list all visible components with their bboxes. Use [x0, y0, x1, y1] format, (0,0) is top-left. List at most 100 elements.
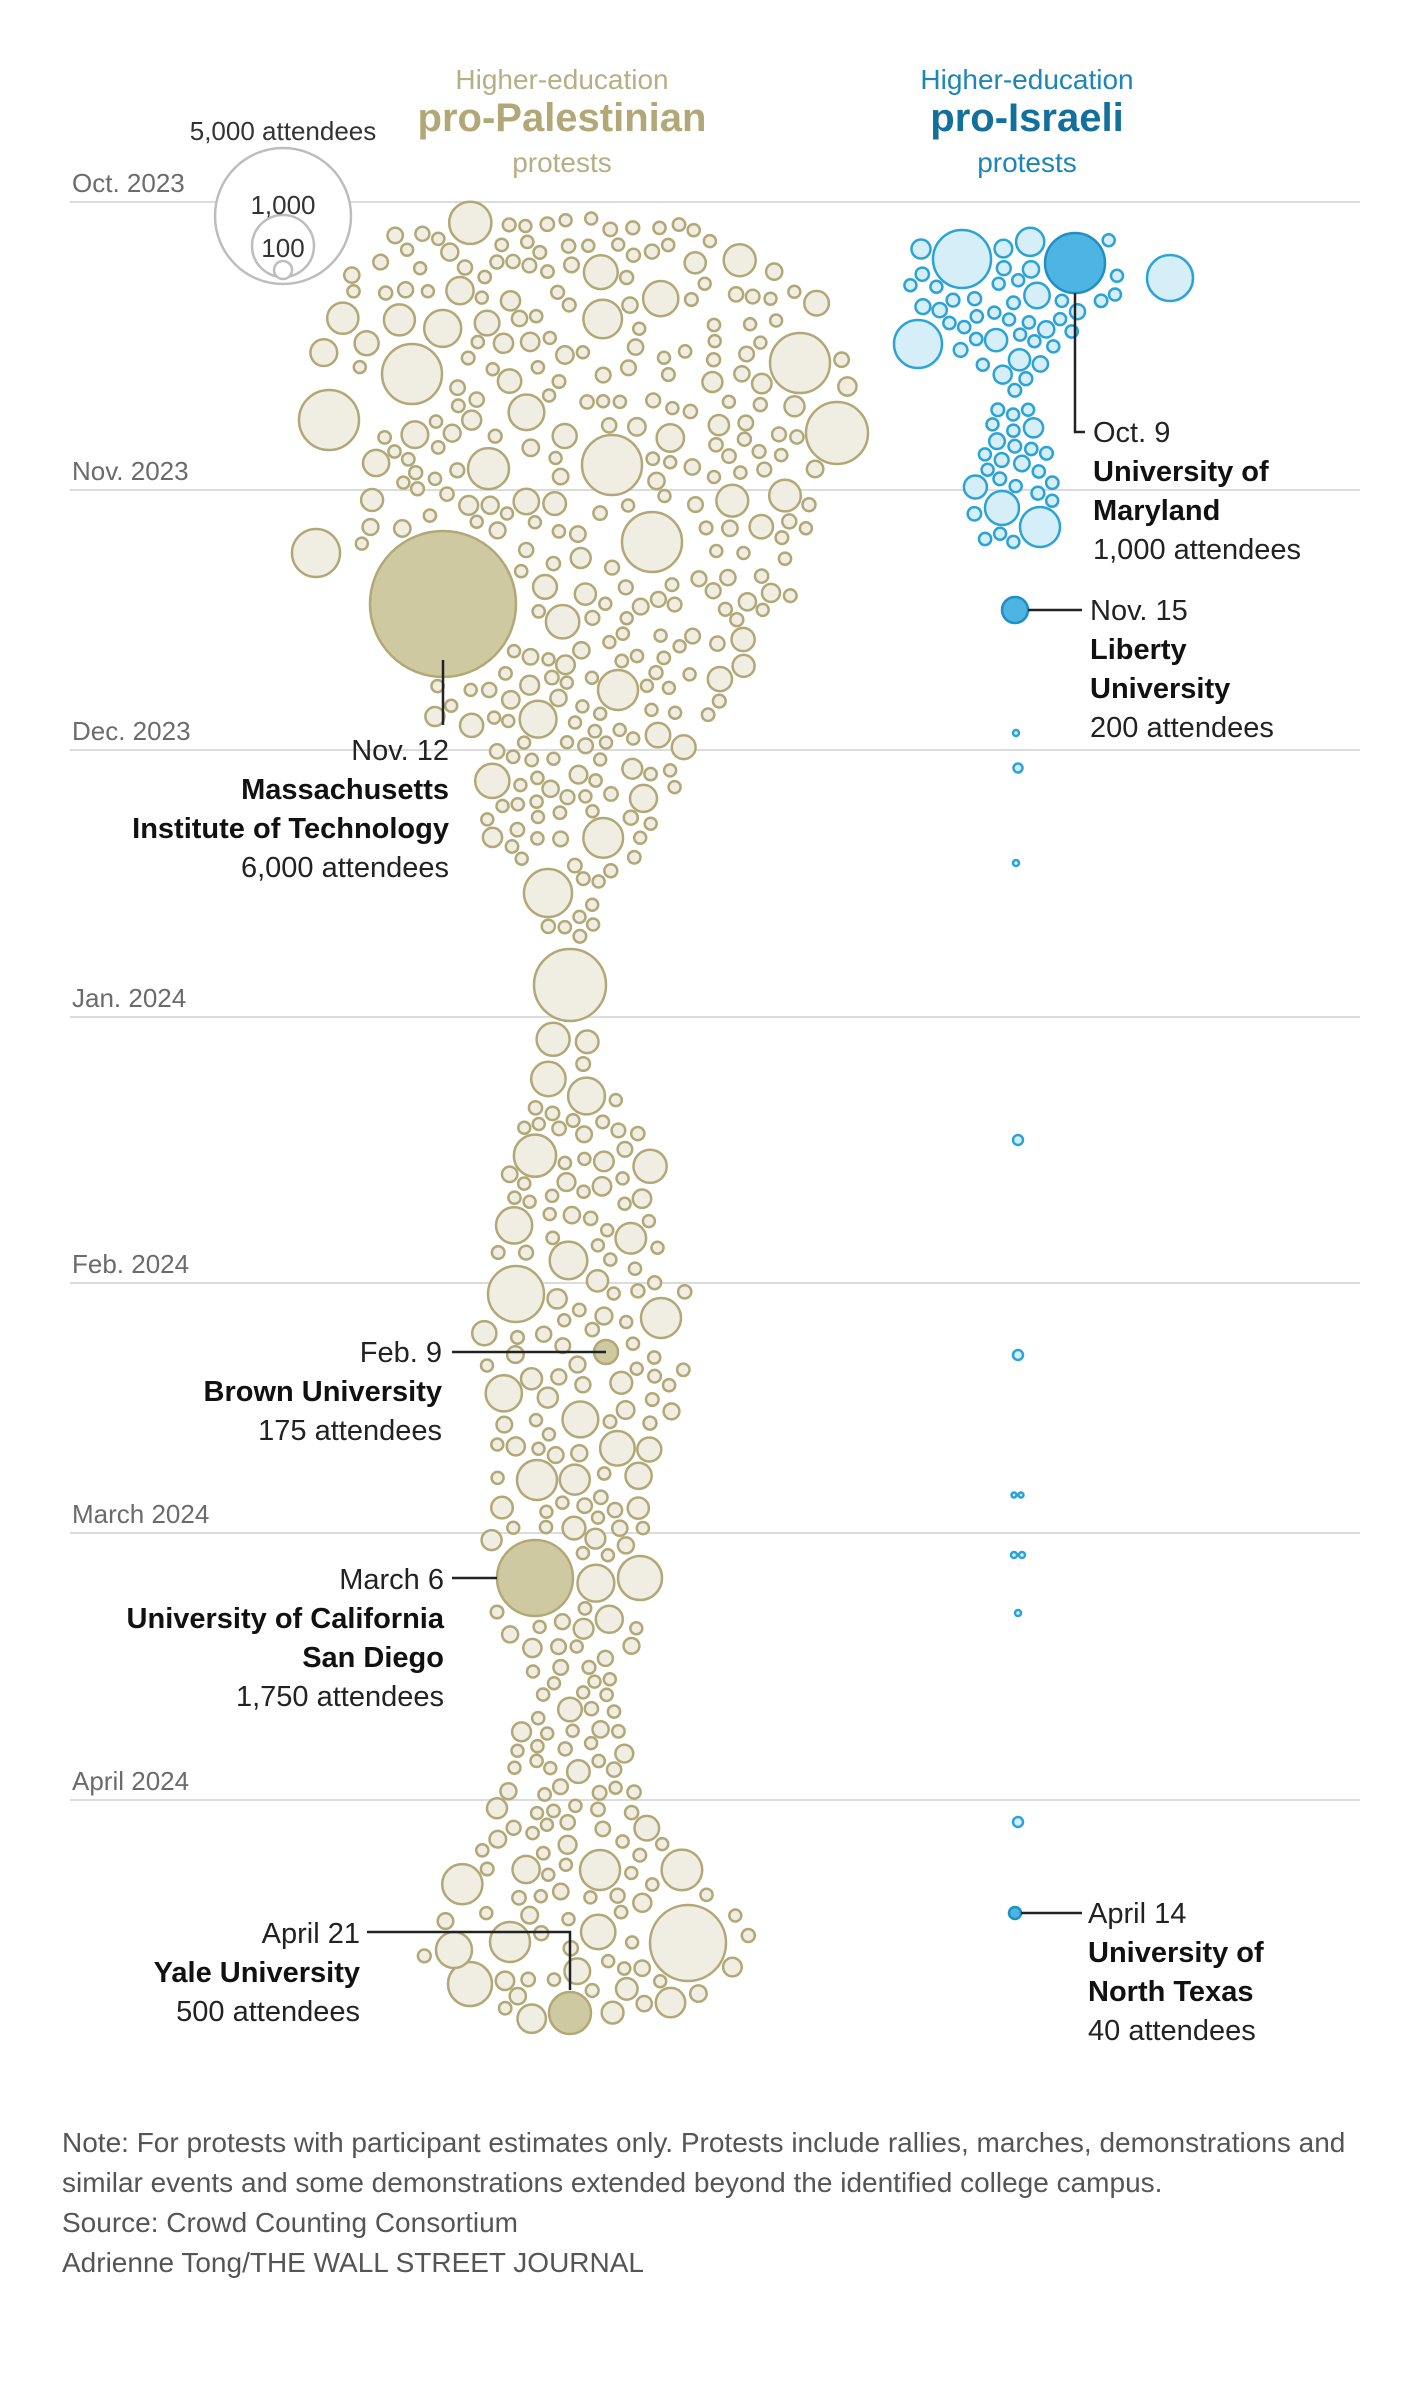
protest-bubble [582, 1210, 599, 1227]
legend-circle-100 [272, 259, 294, 281]
protest-bubble [424, 705, 446, 728]
palestinian-header-line2: pro-Palestinian [418, 96, 707, 140]
protest-bubble [570, 1443, 589, 1463]
protest-bubble [552, 1658, 570, 1676]
protest-bubble [499, 289, 522, 312]
protest-bubble [521, 438, 541, 458]
protest-bubble [528, 308, 544, 324]
protest-bubble [614, 1743, 635, 1764]
protest-bubble [612, 722, 627, 738]
protest-bubble [554, 345, 575, 365]
protest-bubble [956, 319, 972, 335]
protest-bubble [764, 262, 784, 281]
protest-bubble [507, 393, 546, 432]
protest-bubble [534, 1325, 553, 1343]
protest-bubble [519, 234, 535, 250]
protest-bubble [420, 284, 436, 299]
protest-bubble [1036, 320, 1056, 339]
protest-bubble [585, 917, 601, 932]
protest-bubble [594, 1604, 625, 1635]
protest-bubble [520, 1905, 540, 1925]
israeli-header: Higher-education pro-Israeli protests [920, 64, 1133, 178]
protest-bubble [480, 1528, 503, 1552]
month-label: Oct. 2023 [72, 168, 185, 198]
protest-bubble [414, 225, 431, 243]
protest-bubble [672, 639, 687, 654]
protest-bubble [602, 221, 619, 238]
protest-bubble [995, 260, 1012, 277]
protest-bubble [309, 337, 339, 368]
protest-bubble [489, 1495, 515, 1520]
protest-bubble [686, 222, 702, 238]
protest-bubble [644, 702, 659, 718]
protest-bubble [440, 1862, 484, 1906]
protest-bubble [654, 1986, 687, 2019]
protest-bubble [596, 1649, 615, 1668]
annotation-north-texas-date: April 14 [1088, 1898, 1186, 1930]
protest-bubble [581, 1659, 597, 1676]
protest-bubble [728, 1908, 743, 1923]
protest-bubble [587, 1674, 602, 1689]
protest-bubble [588, 773, 603, 788]
protest-bubble [647, 1368, 663, 1384]
protest-bubble [434, 1930, 474, 1970]
protest-bubble [505, 749, 521, 765]
protest-bubble [1001, 312, 1017, 327]
protest-bubble [603, 863, 619, 879]
annotation-mit-date: Nov. 12 [351, 735, 449, 767]
protest-bubble [614, 1976, 639, 2001]
protest-bubble [568, 1355, 587, 1374]
annotation-mit-name-1: Massachusetts [241, 774, 449, 806]
protest-bubble [643, 816, 658, 831]
protest-bubble [942, 315, 957, 331]
protest-bubble [539, 216, 556, 233]
protest-bubble [552, 805, 568, 821]
protest-bubble [1012, 327, 1028, 342]
protest-bubble [803, 289, 831, 317]
annotation-north-texas-name-2: North Texas [1088, 1976, 1253, 2008]
protest-bubble [574, 1029, 600, 1055]
protest-bubble [559, 735, 575, 750]
protest-bubble [1005, 407, 1021, 422]
protest-bubble [460, 350, 476, 366]
protest-bubble [551, 1120, 568, 1137]
annotation-yale: April 21 Yale University 500 attendees [154, 1918, 360, 2028]
annotation-brown: Feb. 9 Brown University 175 attendees [204, 1337, 443, 1447]
protest-bubble [720, 519, 739, 538]
protest-bubble [517, 541, 535, 559]
protest-bubble [636, 1436, 663, 1463]
annotation-maryland-name-2: Maryland [1093, 495, 1220, 527]
protest-bubble [596, 668, 640, 712]
protest-bubble [650, 1240, 665, 1255]
protest-bubble [690, 570, 708, 588]
protest-bubble [361, 448, 391, 478]
protest-bubble [620, 510, 684, 574]
protest-bubble [559, 1813, 577, 1831]
protest-bubble [561, 1400, 600, 1439]
protest-bubble [591, 874, 606, 889]
protest-bubble [551, 1882, 570, 1901]
protest-bubble [682, 403, 699, 420]
protest-bubble [648, 1903, 728, 1983]
protest-bubble [615, 1399, 636, 1421]
protest-bubble [527, 1099, 544, 1116]
protest-bubble [529, 1805, 545, 1821]
protest-bubble [521, 257, 538, 274]
protest-bubble [500, 1165, 519, 1184]
protest-bubble [571, 1302, 587, 1318]
protest-bubble [514, 851, 529, 866]
protest-bubble [494, 1206, 534, 1245]
protest-bubble [529, 794, 544, 810]
protest-bubble [495, 1415, 514, 1434]
protest-bubble [527, 515, 543, 530]
protest-bubble [576, 1497, 594, 1515]
protest-bubble [1017, 1491, 1025, 1499]
protest-bubble [492, 332, 515, 355]
protest-bubble [610, 1519, 629, 1538]
protest-bubble [396, 475, 411, 490]
protest-bubble [612, 394, 628, 410]
protest-bubble [575, 1125, 594, 1144]
protest-bubble [646, 1274, 663, 1291]
protest-bubble [524, 752, 540, 768]
annotation-brown-name-1: Brown University [204, 1376, 443, 1408]
